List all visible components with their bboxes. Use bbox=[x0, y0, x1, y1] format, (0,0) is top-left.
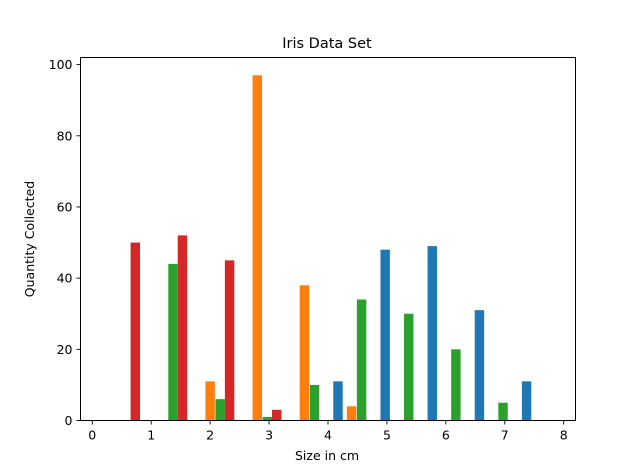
bar-series-1-2 bbox=[380, 249, 390, 421]
bar-series-4-1 bbox=[130, 242, 141, 421]
bar-series-3-4 bbox=[309, 384, 320, 421]
x-tick-label-5: 5 bbox=[383, 428, 391, 443]
x-tick-label-0: 0 bbox=[88, 428, 96, 443]
bar-series-3-1 bbox=[168, 263, 178, 421]
y-tick-label-0: 0 bbox=[65, 413, 73, 428]
x-tick-label-4: 4 bbox=[324, 428, 332, 443]
bar-series-3-8 bbox=[498, 402, 508, 421]
bar-series-3-7 bbox=[451, 349, 461, 421]
y-tick-label-80: 80 bbox=[57, 128, 73, 143]
bar-series-4-4 bbox=[272, 409, 282, 421]
bar-series-4-2 bbox=[177, 235, 188, 421]
plot-frame bbox=[80, 57, 576, 421]
y-axis-label: Quantity Collected bbox=[22, 181, 37, 297]
x-tick-label-2: 2 bbox=[206, 428, 214, 443]
bar-series-2-1 bbox=[205, 381, 215, 421]
bar-series-1-5 bbox=[521, 381, 532, 421]
x-tick-label-8: 8 bbox=[560, 428, 568, 443]
x-tick-label-3: 3 bbox=[265, 428, 273, 443]
bar-series-1-1 bbox=[333, 381, 343, 421]
bar-series-3-5 bbox=[356, 299, 367, 421]
x-tick-label-6: 6 bbox=[442, 428, 450, 443]
y-tick-label-20: 20 bbox=[57, 342, 73, 357]
bar-series-2-3 bbox=[299, 285, 310, 421]
y-tick-label-40: 40 bbox=[57, 271, 73, 286]
bar-series-3-3 bbox=[262, 416, 273, 421]
y-tick-label-100: 100 bbox=[49, 57, 73, 72]
bar-series-1-3 bbox=[427, 246, 438, 421]
x-axis-ticks: 0 1 2 3 4 5 6 7 8 bbox=[88, 420, 568, 443]
y-axis-ticks: 0 20 40 60 80 100 bbox=[49, 57, 81, 428]
bars-group bbox=[130, 75, 532, 421]
x-axis-label: Size in cm bbox=[295, 448, 359, 463]
bar-series-3-6 bbox=[404, 313, 414, 421]
x-tick-label-1: 1 bbox=[147, 428, 155, 443]
bar-series-4-3 bbox=[224, 260, 235, 421]
bar-series-2-2 bbox=[252, 75, 262, 421]
bar-series-1-4 bbox=[474, 310, 485, 421]
y-tick-label-60: 60 bbox=[57, 199, 73, 214]
bar-series-2-4 bbox=[346, 406, 357, 421]
bar-series-3-2 bbox=[215, 399, 225, 421]
chart-title: Iris Data Set bbox=[282, 36, 372, 52]
x-tick-label-7: 7 bbox=[501, 428, 509, 443]
